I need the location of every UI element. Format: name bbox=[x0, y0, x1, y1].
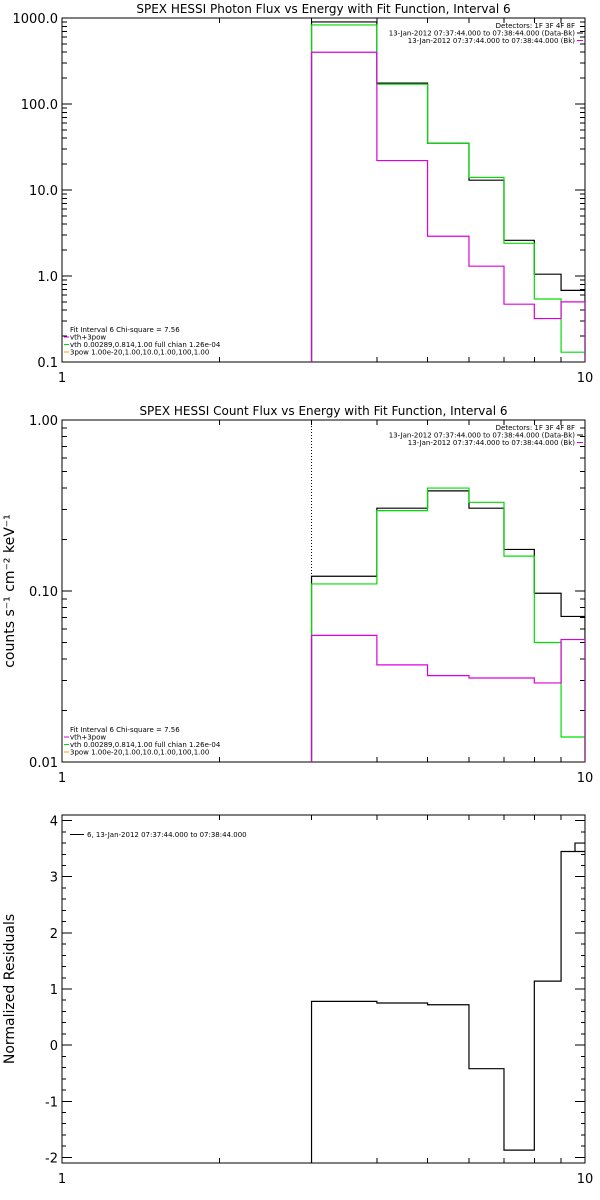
y-tick-label: 0 bbox=[50, 1039, 58, 1054]
y-tick-label: 10.0 bbox=[29, 184, 58, 199]
legend-header-line: 13-Jan-2012 07:37:44.000 to 07:38:44.000… bbox=[408, 37, 576, 45]
series-2-line bbox=[310, 487, 585, 762]
legend-header-line: 13-Jan-2012 07:37:44.000 to 07:38:44.000… bbox=[389, 432, 576, 440]
x-tick-label: 10 bbox=[577, 1172, 594, 1187]
y-tick-label: 3 bbox=[50, 871, 58, 886]
y-tick-label: 1.0 bbox=[37, 270, 58, 285]
legend-fit-line: vth+3pow bbox=[70, 734, 106, 742]
series-group bbox=[310, 842, 585, 1163]
plot-frame bbox=[61, 17, 586, 363]
legend-fit-line: 3pow 1.00e-20,1.00,10.0,1.00,100,1.00 bbox=[70, 349, 209, 357]
y-tick-label: 2 bbox=[50, 927, 58, 942]
legend-header-line: Detectors: 1F 3F 4F 8F bbox=[496, 22, 575, 30]
y-axis-label: Normalized Residuals bbox=[2, 914, 18, 1064]
series-1-line bbox=[310, 842, 585, 1163]
series-3-line bbox=[310, 51, 585, 362]
legend-header-line: 13-Jan-2012 07:37:44.000 to 07:38:44.000… bbox=[389, 30, 576, 38]
chart-title: SPEX HESSI Count Flux vs Energy with Fit… bbox=[139, 404, 507, 418]
legend-fit-line: 3pow 1.00e-20,1.00,10.0,1.00,100,1.00 bbox=[70, 749, 209, 757]
x-tick-label: 1 bbox=[58, 371, 66, 386]
legend-fit-line: vth 0.00289,0.814,1.00 full chian 1.26e-… bbox=[70, 341, 221, 349]
y-tick-label: 0.1 bbox=[37, 356, 58, 371]
legend-entry: 6, 13-Jan-2012 07:37:44.000 to 07:38:44.… bbox=[87, 831, 247, 839]
series-1-line bbox=[310, 490, 585, 762]
y-tick-label: -1 bbox=[45, 1095, 58, 1110]
series-group bbox=[310, 21, 585, 362]
y-axis-label: counts s⁻¹ cm⁻² keV⁻¹ bbox=[2, 514, 18, 668]
legend-fit-line: Fit Interval 6 Chi-square = 7.56 bbox=[70, 326, 180, 334]
legend-header-line: Detectors: 1F 3F 4F 8F bbox=[496, 424, 575, 432]
chart-panel-2: SPEX HESSI Count Flux vs Energy with Fit… bbox=[2, 404, 593, 786]
y-tick-label: 1.00 bbox=[29, 414, 58, 429]
y-tick-label: -2 bbox=[45, 1151, 58, 1166]
plot-frame bbox=[61, 419, 586, 763]
series-1-line bbox=[310, 21, 585, 362]
y-tick-label: 4 bbox=[50, 815, 58, 830]
legend-fit-line: vth+3pow bbox=[70, 334, 106, 342]
y-tick-label: 0.10 bbox=[29, 585, 58, 600]
series-group bbox=[310, 487, 585, 762]
legend-header-line: 13-Jan-2012 07:37:44.000 to 07:38:44.000… bbox=[408, 439, 576, 447]
x-tick-label: 10 bbox=[577, 771, 594, 786]
x-tick-label: 1 bbox=[58, 1172, 66, 1187]
plot-frame bbox=[61, 814, 586, 1164]
y-tick-label: 1 bbox=[50, 983, 58, 998]
y-tick-label: 100.0 bbox=[21, 98, 58, 113]
y-tick-label: 0.01 bbox=[29, 756, 58, 771]
legend-fit-line: vth 0.00289,0.814,1.00 full chian 1.26e-… bbox=[70, 741, 221, 749]
chart-panel-1: SPEX HESSI Photon Flux vs Energy with Fi… bbox=[13, 2, 594, 386]
series-2-line bbox=[310, 24, 585, 362]
legend-fit-line: Fit Interval 6 Chi-square = 7.56 bbox=[70, 726, 180, 734]
x-tick-label: 1 bbox=[58, 771, 66, 786]
x-tick-label: 10 bbox=[577, 371, 594, 386]
chart-title: SPEX HESSI Photon Flux vs Energy with Fi… bbox=[136, 2, 510, 16]
series-3-line bbox=[310, 634, 585, 762]
y-tick-label: 1000.0 bbox=[13, 12, 59, 27]
